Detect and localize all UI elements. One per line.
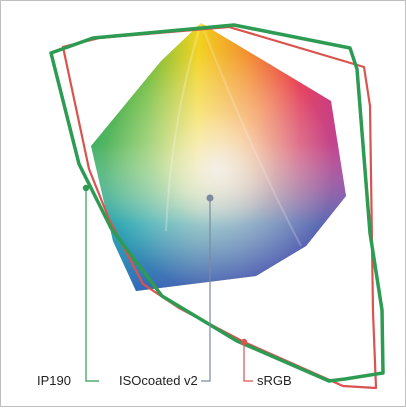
ip190-outline: [49, 23, 385, 383]
ip190-leader-line: [85, 188, 99, 382]
srgb-outline: [61, 25, 378, 390]
ip190-marker: [82, 184, 90, 192]
srgb-leader-line: [243, 342, 253, 382]
srgb-marker: [240, 338, 248, 346]
isocoated-label: ISOcoated v2: [119, 373, 198, 388]
isocoated-solid: [91, 22, 346, 291]
isocoated-marker: [206, 194, 214, 202]
ip190-label: IP190: [37, 373, 71, 388]
srgb-label: sRGB: [257, 373, 292, 388]
isocoated-leader-line: [201, 198, 211, 382]
